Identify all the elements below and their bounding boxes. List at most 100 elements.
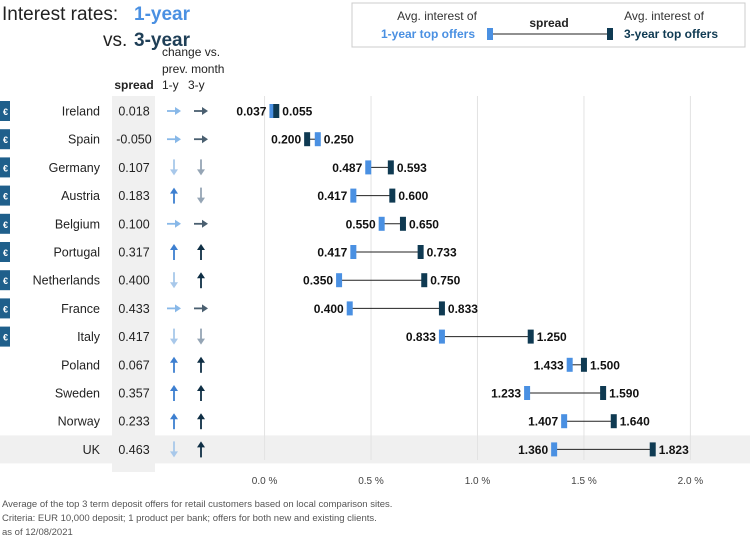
table-row: € Ireland 0.018 0.037 0.055	[0, 101, 313, 121]
x-tick-label: 0.0 %	[252, 476, 278, 487]
title-line-2-part-2: 3-year	[134, 30, 191, 51]
legend-middle-label: spread	[529, 16, 568, 30]
x-tick-label: 0.5 %	[358, 476, 384, 487]
table-row: Poland 0.067 1.433 1.500	[61, 356, 620, 373]
euro-icon	[0, 326, 10, 347]
marker-3y	[610, 414, 617, 429]
euro-icon-symbol: €	[3, 135, 8, 145]
change-up-icon	[197, 413, 205, 430]
spread-value: 0.100	[118, 217, 149, 231]
euro-icon-symbol: €	[3, 192, 8, 202]
euro-icon-symbol: €	[3, 333, 8, 343]
change-down-icon	[197, 328, 205, 345]
marker-1y	[566, 357, 573, 372]
header-change-line-2: prev. month	[162, 62, 224, 76]
marker-3y	[304, 132, 311, 147]
marker-1y	[551, 442, 558, 457]
change-down-icon	[197, 187, 205, 204]
country-label: Italy	[77, 330, 101, 344]
footnote-2: Criteria: EUR 10,000 deposit; 1 product …	[2, 513, 377, 524]
value-label-low: 0.487	[332, 161, 362, 175]
marker-3y	[389, 188, 396, 203]
change-up-icon	[170, 385, 178, 401]
spread-value: 0.183	[118, 189, 149, 203]
euro-icon-symbol: €	[3, 220, 8, 230]
value-label-low: 1.433	[534, 358, 564, 372]
arrow-head	[202, 304, 208, 313]
spread-value: -0.050	[116, 133, 151, 147]
table-row: UK 0.463 1.360 1.823	[83, 441, 689, 458]
euro-icon-symbol: €	[3, 248, 8, 258]
value-label-low: 0.417	[317, 246, 347, 260]
footnote-1: Average of the top 3 term deposit offers…	[2, 499, 392, 510]
marker-1y	[524, 386, 531, 400]
country-label: Ireland	[62, 105, 100, 119]
value-label-high: 0.250	[324, 133, 354, 147]
country-label: France	[61, 302, 100, 316]
country-label: Spain	[68, 133, 100, 147]
legend-right-line-1: Avg. interest of	[624, 9, 704, 23]
marker-1y	[561, 414, 568, 429]
table-row: € Belgium 0.100 0.550 0.650	[0, 213, 439, 234]
marker-1y	[269, 104, 276, 118]
marker-3y	[421, 273, 428, 288]
country-label: Poland	[61, 358, 100, 372]
change-down-icon	[170, 272, 178, 289]
header-change-line-1: change vs.	[162, 45, 220, 59]
spread-value: 0.317	[118, 246, 149, 260]
value-label-high: 0.750	[430, 274, 460, 288]
value-label-high: 0.650	[409, 217, 439, 231]
value-label-low: 0.350	[303, 274, 333, 288]
euro-icon	[0, 157, 10, 178]
value-label-low: 1.407	[528, 415, 558, 429]
marker-3y	[438, 301, 445, 316]
value-label-high: 1.250	[537, 330, 567, 344]
marker-1y	[365, 160, 372, 175]
arrow-head	[175, 304, 181, 313]
footnote-3: as of 12/08/2021	[2, 527, 73, 538]
legend-right-line-2: 3-year top offers	[624, 27, 718, 41]
x-tick-label: 1.0 %	[465, 476, 491, 487]
country-label: Belgium	[55, 217, 100, 231]
euro-icon-symbol: €	[3, 304, 8, 314]
spread-value: 0.357	[118, 387, 149, 401]
arrow-head	[170, 187, 178, 194]
country-label: Sweden	[55, 387, 100, 401]
marker-3y	[417, 245, 424, 259]
country-label: Portugal	[53, 246, 100, 260]
spread-column-background	[112, 96, 155, 472]
change-down-icon	[170, 159, 178, 176]
country-label: Germany	[49, 161, 101, 175]
table-row: € France 0.433 0.400 0.833	[0, 298, 478, 319]
arrow-head	[170, 338, 178, 345]
grid-layer	[264, 96, 691, 460]
change-up-icon	[170, 413, 178, 430]
change-right-icon	[194, 304, 208, 313]
marker-1y	[346, 301, 353, 316]
change-up-icon	[170, 187, 178, 204]
marker-1y	[350, 245, 357, 259]
change-right-icon	[167, 219, 181, 228]
arrow-head	[197, 356, 205, 363]
marker-1y	[314, 132, 321, 147]
header-spread: spread	[114, 78, 153, 92]
legend-frame	[351, 2, 746, 48]
change-right-icon	[167, 304, 181, 313]
value-label-low: 0.550	[346, 217, 376, 231]
arrow-head	[170, 385, 178, 391]
table-row: € Portugal 0.317 0.417 0.733	[0, 242, 457, 262]
arrow-head	[170, 356, 178, 363]
country-label: Netherlands	[33, 274, 100, 288]
euro-icon	[0, 270, 10, 291]
legend-1y-marker	[487, 28, 493, 40]
table-row: € Spain -0.050 0.200 0.250	[0, 129, 354, 150]
arrow-head	[197, 272, 205, 279]
arrow-head	[170, 451, 178, 458]
rows-layer: € Ireland 0.018 0.037 0.055 € Spain -0.050 0.200…	[0, 101, 689, 458]
header-1y: 1-y	[162, 78, 179, 92]
change-up-icon	[197, 244, 205, 260]
spread-value: 0.417	[118, 330, 149, 344]
legend: Avg. interest of 1-year top offers sprea…	[351, 2, 746, 48]
value-label-high: 1.500	[590, 358, 620, 372]
value-label-high: 0.600	[398, 189, 428, 203]
